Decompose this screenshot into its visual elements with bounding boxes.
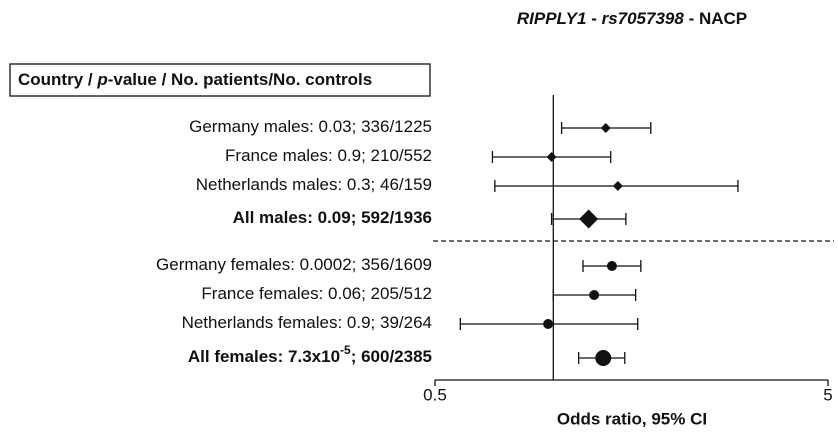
point: [589, 290, 600, 300]
title-part: -: [586, 9, 601, 28]
point: [546, 152, 557, 162]
point: [612, 181, 623, 191]
title-part: rs7057398: [602, 9, 685, 28]
point: [606, 261, 617, 271]
row-label: Germany males: 0.03; 336/1225: [189, 117, 432, 136]
row-label: France females: 0.06; 205/512: [201, 284, 432, 303]
row-label-part: All females: 7.3x10: [188, 347, 340, 366]
header: Country / p-value / No. patients/No. con…: [18, 70, 372, 89]
row-label-part: France males: 0.9; 210/552: [225, 146, 432, 165]
point: [600, 123, 611, 133]
row-label: All females: 7.3x10-5; 600/2385: [188, 343, 432, 366]
point: [595, 350, 612, 366]
point: [543, 319, 554, 329]
row-label-part: ; 600/2385: [351, 347, 432, 366]
row-label-part: Germany females: 0.0002; 356/1609: [156, 255, 432, 274]
title-part: - NACP: [684, 9, 747, 28]
row-label-part: France females: 0.06; 205/512: [201, 284, 432, 303]
row-label: Germany females: 0.0002; 356/1609: [156, 255, 432, 274]
row-label-part: Netherlands females: 0.9; 39/264: [182, 313, 432, 332]
x-axis-title: Odds ratio, 95% CI: [557, 409, 707, 428]
title-part: RIPPLY1: [517, 9, 587, 28]
row-label: All males: 0.09; 592/1936: [233, 208, 432, 227]
header-part: Country /: [18, 70, 97, 89]
row-label-part: Germany males: 0.03; 336/1225: [189, 117, 432, 136]
header-part: -value / No. patients/No. controls: [108, 70, 372, 89]
chart-title: RIPPLY1 - rs7057398 - NACP: [517, 9, 747, 28]
point: [579, 209, 599, 229]
row-label-part: Netherlands males: 0.3; 46/159: [196, 175, 432, 194]
row-label: Netherlands males: 0.3; 46/159: [196, 175, 432, 194]
row-label: Netherlands females: 0.9; 39/264: [182, 313, 432, 332]
header-box: [9, 63, 431, 97]
x-tick-label: 0.5: [423, 385, 447, 404]
header-part: p: [96, 70, 107, 89]
row-label: France males: 0.9; 210/552: [225, 146, 432, 165]
x-tick-label: 5: [823, 385, 832, 404]
row-label-part: All males: 0.09; 592/1936: [233, 208, 432, 227]
row-label-part: -5: [340, 343, 351, 357]
